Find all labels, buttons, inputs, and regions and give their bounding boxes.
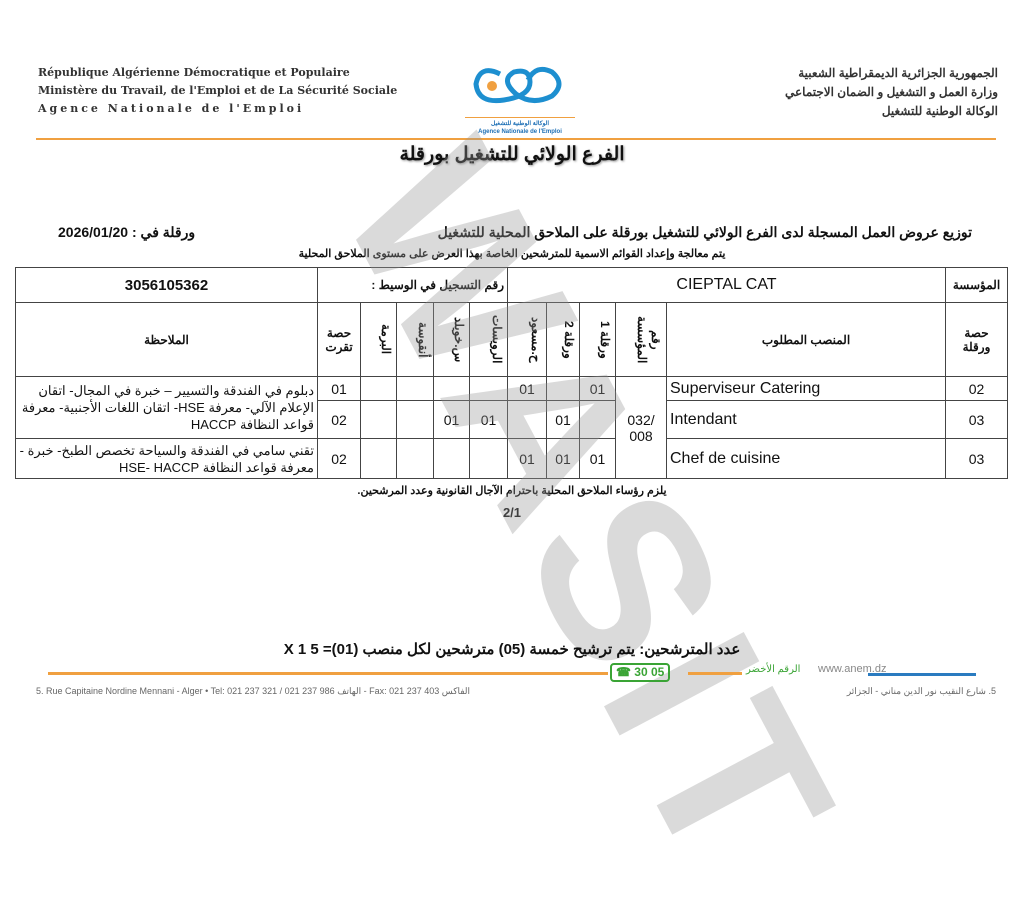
- cell: [360, 438, 397, 479]
- position-cell: Superviseur Catering: [666, 376, 946, 401]
- cell: 02: [945, 376, 1008, 401]
- header-french: République Algérienne Démocratique et Po…: [38, 64, 397, 118]
- candidates-count: عدد المترشحين: يتم ترشيح خمسة (05) مترشح…: [283, 641, 741, 658]
- divider: [36, 138, 996, 140]
- branch-title: الفرع الولائي للتشغيل بورقلة: [399, 144, 625, 165]
- company-row: المؤسسة CIEPTAL CAT رقم التسجيل في الوسي…: [15, 267, 1008, 303]
- table-row: 03 Chef de cuisine 01 01 01 02 تقني سامي…: [15, 438, 1008, 479]
- fr-line: Ministère du Travail, de l'Emploi et de …: [38, 84, 398, 97]
- cell: 01: [469, 400, 508, 439]
- footer-line-blue: [868, 673, 976, 676]
- header-arabic: الجمهورية الجزائرية الديمقراطية الشعبية …: [785, 64, 998, 121]
- cell: [396, 438, 434, 479]
- cell: [507, 400, 547, 439]
- remark-cell: دبلوم في الفندقة والتسيير – خبرة في المج…: [15, 376, 318, 439]
- col-header: ورقلة 2: [562, 320, 576, 359]
- green-label: الرقم الأخضر: [746, 664, 801, 675]
- job-offers-table: المؤسسة CIEPTAL CAT رقم التسجيل في الوسي…: [15, 267, 1008, 479]
- col-header: أنقوسة: [416, 321, 430, 358]
- cell: 01: [507, 438, 547, 479]
- website[interactable]: www.anem.dz: [818, 663, 887, 675]
- doc-title: توزيع عروض العمل المسجلة لدى الفرع الولا…: [437, 224, 972, 240]
- cell: 03: [945, 438, 1008, 479]
- fr-line: République Algérienne Démocratique et Po…: [38, 66, 350, 79]
- company-label: المؤسسة: [945, 267, 1008, 303]
- cell: 01: [433, 400, 470, 439]
- col-header: حصة ورقلة: [945, 302, 1008, 377]
- reg-number: 3056105362: [15, 267, 318, 303]
- cell: 01: [546, 438, 580, 479]
- anem-logo: الوكالة الوطنية للتشغيل Agence Nationale…: [455, 60, 585, 136]
- ar-line: وزارة العمل و التشغيل و الضمان الاجتماعي: [785, 85, 998, 99]
- cell: 02: [317, 438, 361, 479]
- position-cell: Chef de cuisine: [666, 438, 946, 479]
- logo-caption-ar: الوكالة الوطنية للتشغيل: [490, 121, 550, 127]
- green-number-badge: ☎ 30 05: [610, 663, 671, 682]
- address-fr: 5. Rue Capitaine Nordine Mennani - Alger…: [36, 686, 471, 696]
- deadline-note: يلزم رؤساء الملاحق المحلية باحترام الآجا…: [357, 485, 667, 497]
- col-header: الملاحظة: [15, 302, 318, 377]
- col-header: المنصب المطلوب: [666, 302, 946, 377]
- col-header: رقم المؤسسة: [635, 315, 663, 364]
- footer-address: 5. Rue Capitaine Nordine Mennani - Alger…: [36, 686, 996, 697]
- logo-caption-fr: Agence Nationale de l'Emploi: [478, 129, 562, 135]
- cell: 01: [579, 438, 616, 479]
- doc-subtitle: يتم معالجة وإعداد القوائم الاسمية للمترش…: [298, 248, 726, 260]
- page-number: 2/1: [502, 505, 522, 520]
- cell: [396, 400, 434, 439]
- phone-icon: ☎: [616, 665, 635, 679]
- green-number: 30 05: [634, 665, 665, 679]
- col-header: البرمة: [379, 324, 393, 355]
- col-header: الرويسات: [490, 315, 504, 364]
- col-header: س.خويلد: [452, 316, 466, 363]
- col-header: ح.مسعود: [529, 316, 543, 363]
- cell: [433, 438, 470, 479]
- ar-line: الجمهورية الجزائرية الديمقراطية الشعبية: [798, 66, 998, 80]
- address-ar: 5. شارع النقيب نور الدين مناني - الجزائر: [846, 686, 996, 696]
- cell: 01: [546, 400, 580, 439]
- col-header: حصة تقرت: [317, 302, 361, 377]
- ar-line: الوكالة الوطنية للتشغيل: [881, 104, 998, 118]
- footer-line-orange-short: [688, 672, 742, 675]
- position-cell: Intendant: [666, 400, 946, 439]
- header-row: حصة ورقلة المنصب المطلوب رقم المؤسسة ورق…: [15, 302, 1008, 377]
- cell: 01: [317, 376, 361, 401]
- cell: [469, 438, 508, 479]
- col-header: ورقلة 1: [598, 320, 612, 359]
- doc-date: ورقلة في : 2026/01/20: [58, 224, 196, 240]
- footer-line-orange: [48, 672, 608, 675]
- remark-cell: تقني سامي في الفندقة والسياحة تخصص الطبخ…: [15, 438, 318, 479]
- fr-line: Agence Nationale de l'Emploi: [38, 102, 305, 115]
- logo-icon: [473, 66, 562, 104]
- cell: [433, 376, 470, 401]
- company-name: CIEPTAL CAT: [507, 267, 946, 303]
- cell: 02: [317, 400, 361, 439]
- cell: 03: [945, 400, 1008, 439]
